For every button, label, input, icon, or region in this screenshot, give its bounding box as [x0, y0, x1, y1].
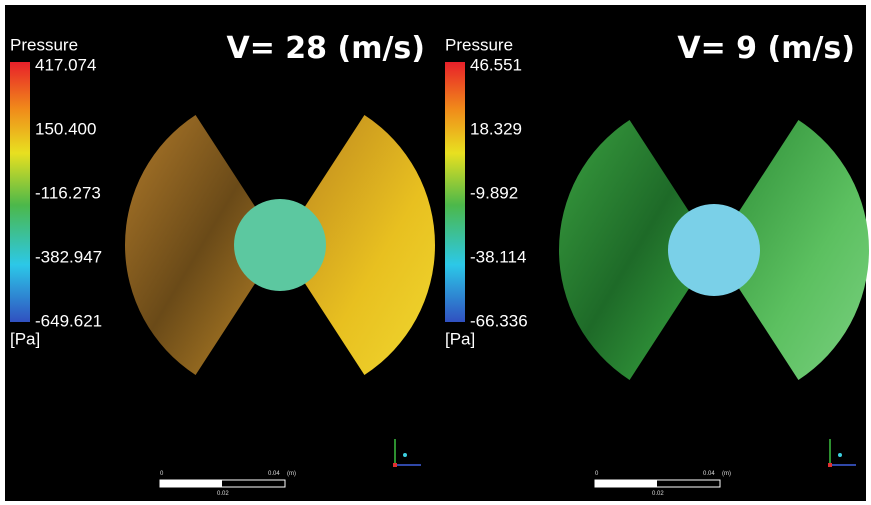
title: V= 9 (m/s)	[677, 31, 855, 66]
colorbar-label: Pressure	[445, 35, 513, 54]
colorbar-unit: [Pa]	[445, 329, 475, 348]
colorbar-tick: -649.621	[35, 311, 102, 330]
scale-label: 0.04	[268, 471, 280, 477]
axis-z	[838, 453, 842, 457]
scale-label: 0.04	[703, 471, 715, 477]
scale-label: (m)	[722, 471, 731, 477]
colorbar-tick: -382.947	[35, 247, 102, 266]
colorbar-tick: 46.551	[470, 55, 522, 74]
colorbar-tick: 417.074	[35, 55, 96, 74]
colorbar-tick: -9.892	[470, 183, 518, 202]
scale-label: 0.02	[652, 491, 664, 497]
axis-z	[403, 453, 407, 457]
axis-origin	[393, 463, 397, 467]
colorbar-tick: -66.336	[470, 311, 528, 330]
axis-origin	[828, 463, 832, 467]
scale-label: (m)	[287, 471, 296, 477]
colorbar-label: Pressure	[10, 35, 78, 54]
colorbar	[10, 62, 30, 322]
hub	[234, 199, 326, 291]
scale-bar-fill	[595, 480, 657, 487]
colorbar-tick: 18.329	[470, 119, 522, 138]
hub	[668, 204, 760, 296]
screenshot: Pressure417.074150.400-116.273-382.947-6…	[0, 0, 871, 505]
scale-label: 0.02	[217, 491, 229, 497]
title: V= 28 (m/s)	[227, 31, 426, 66]
colorbar-tick: -116.273	[35, 183, 101, 202]
colorbar-tick: -38.114	[470, 247, 526, 266]
colorbar-unit: [Pa]	[10, 329, 40, 348]
colorbar	[445, 62, 465, 322]
colorbar-tick: 150.400	[35, 119, 96, 138]
scale-bar-fill	[160, 480, 222, 487]
